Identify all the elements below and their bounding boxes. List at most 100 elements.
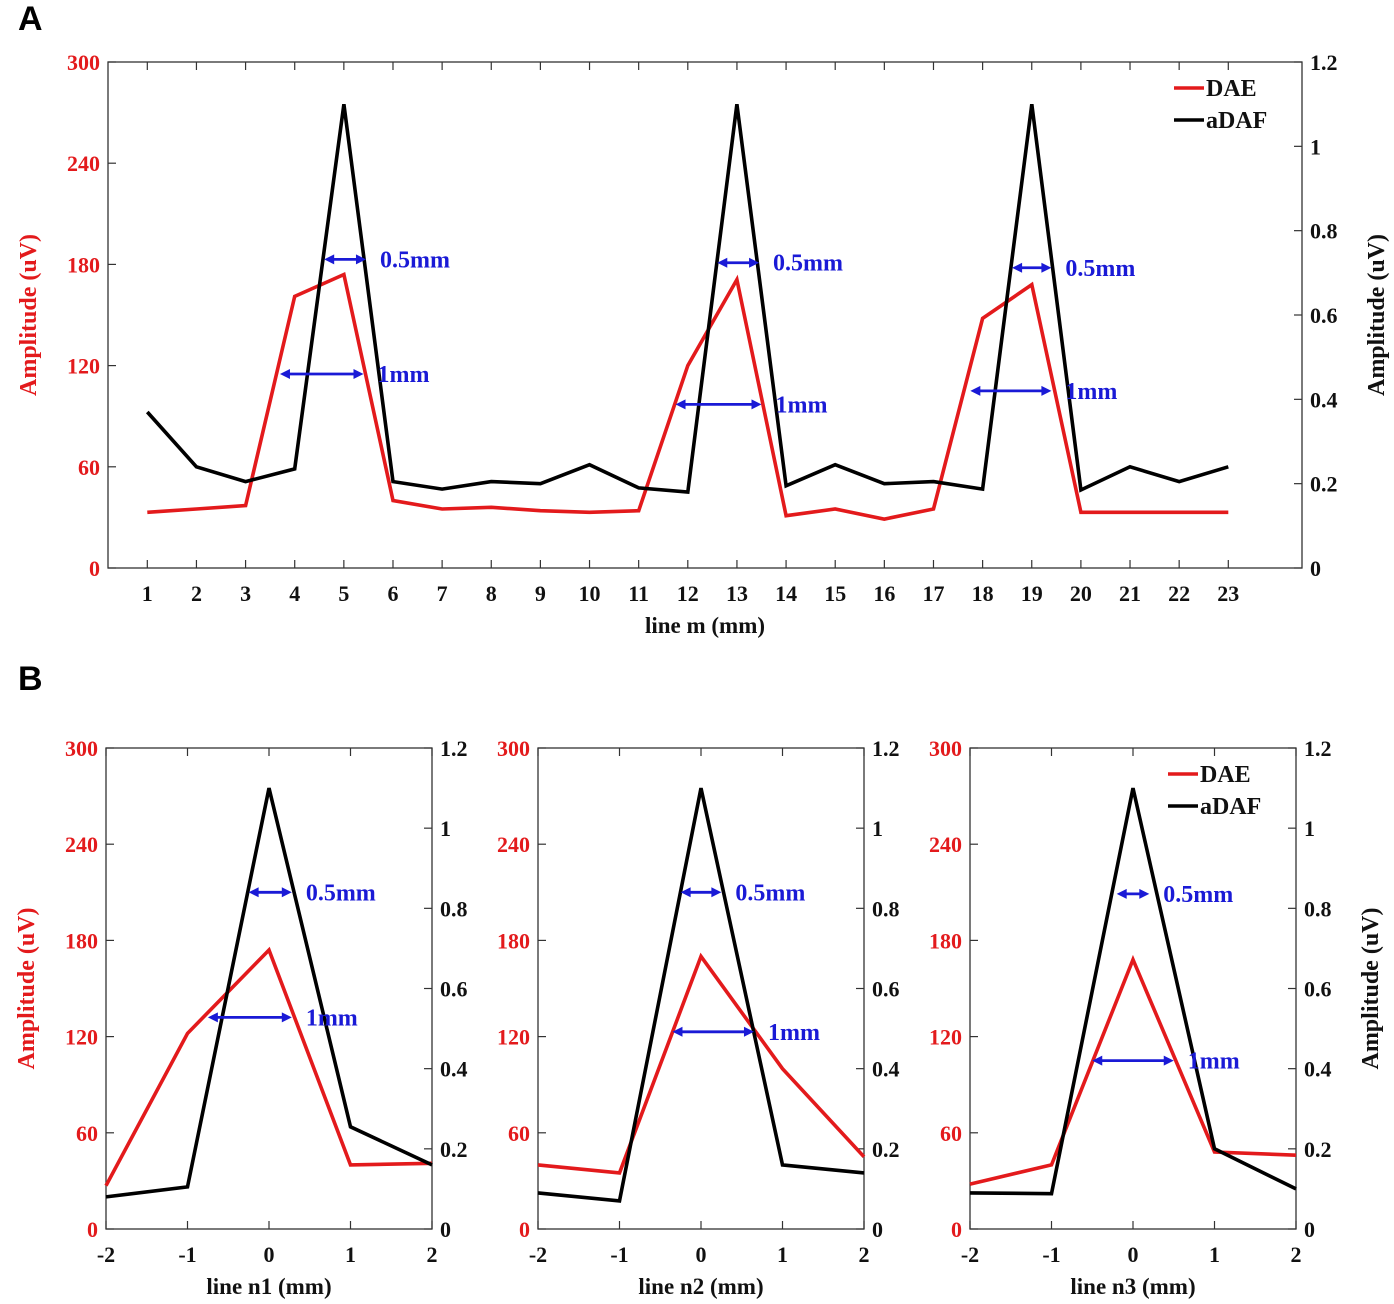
- y-left-tick-label: 300: [497, 736, 530, 761]
- y-right-tick-label: 1.2: [440, 736, 468, 761]
- y-right-tick-label: 0.2: [440, 1137, 468, 1162]
- annotation-label: 1mm: [378, 362, 430, 388]
- annotation-arrow-head-right: [355, 254, 366, 265]
- annotation-arrow-head-right: [749, 257, 760, 268]
- series-line-dae: [969, 954, 1297, 1186]
- x-axis-label: line n2 (mm): [638, 1274, 763, 1299]
- x-tick-label: 15: [824, 581, 846, 606]
- annotation-label: 0.5mm: [1065, 256, 1135, 282]
- y-right-tick-label: 1.2: [1304, 736, 1332, 761]
- y-right-axis-label: Amplitude (uV): [1364, 234, 1390, 396]
- annotation-arrow-head-right: [711, 887, 722, 898]
- width-annotation: 0.5mm: [248, 880, 376, 906]
- width-annotation: 0.5mm: [1116, 882, 1233, 908]
- annotation-arrow-head-left: [680, 887, 691, 898]
- annotation-arrow-head-left: [248, 887, 259, 898]
- y-left-tick-label: 60: [508, 1121, 530, 1146]
- annotation-label: 1mm: [768, 1020, 820, 1046]
- x-tick-label: 18: [972, 581, 994, 606]
- x-tick-label: 1: [1209, 1242, 1220, 1267]
- annotation-arrow-head-right: [281, 1012, 292, 1023]
- x-tick-label: -2: [529, 1242, 547, 1267]
- y-right-tick-label: 0.2: [1310, 472, 1338, 497]
- y-right-tick-label: 0.4: [1304, 1057, 1332, 1082]
- y-left-tick-label: 0: [89, 556, 100, 581]
- annotation-arrow-head-right: [1163, 1055, 1174, 1066]
- annotation-arrow-head-left: [1116, 888, 1127, 899]
- annotation-label: 0.5mm: [773, 251, 843, 277]
- x-axis-label: line n3 (mm): [1070, 1274, 1195, 1299]
- panel-letter-b: B: [18, 660, 43, 698]
- width-annotation: 0.5mm: [1012, 256, 1135, 282]
- annotation-arrow-head-right: [743, 1026, 754, 1037]
- annotation-arrow-head-left: [672, 1026, 683, 1037]
- x-tick-label: -1: [610, 1242, 628, 1267]
- y-left-axis-label: Amplitude (uV): [14, 907, 40, 1069]
- annotation-label: 0.5mm: [380, 247, 450, 273]
- annotation-label: 1mm: [1065, 379, 1117, 405]
- x-tick-label: 7: [437, 581, 448, 606]
- y-right-tick-label: 0: [440, 1217, 451, 1242]
- legend-label-dae: DAE: [1200, 762, 1251, 788]
- x-tick-label: 13: [726, 581, 748, 606]
- x-tick-label: -1: [1042, 1242, 1060, 1267]
- y-left-tick-label: 300: [65, 736, 98, 761]
- width-annotation: 0.5mm: [324, 247, 450, 273]
- x-tick-label: 6: [387, 581, 398, 606]
- y-right-tick-label: 1: [1310, 134, 1321, 159]
- series-line-dae: [147, 271, 1229, 521]
- y-left-tick-label: 120: [497, 1025, 530, 1050]
- annotation-arrow-head-left: [324, 254, 335, 265]
- y-left-tick-label: 180: [65, 928, 98, 953]
- y-right-tick-label: 1.2: [872, 736, 900, 761]
- annotation-label: 1mm: [1188, 1049, 1240, 1075]
- y-right-tick-label: 0.8: [1304, 896, 1332, 921]
- annotation-arrow-head-left: [675, 399, 686, 410]
- y-right-tick-label: 0.4: [440, 1057, 468, 1082]
- x-tick-label: 2: [1291, 1242, 1302, 1267]
- y-right-tick-label: 0.6: [872, 977, 900, 1002]
- annotation-arrow-head-left: [970, 385, 981, 396]
- y-left-tick-label: 180: [929, 928, 962, 953]
- y-right-tick-label: 0.8: [1310, 219, 1338, 244]
- x-tick-label: 12: [677, 581, 699, 606]
- legend-label-adaf: aDAF: [1200, 794, 1261, 820]
- y-left-tick-label: 0: [87, 1217, 98, 1242]
- width-annotation: 1mm: [279, 362, 430, 388]
- y-left-axis-label: Amplitude (uV): [16, 234, 42, 396]
- y-left-tick-label: 120: [65, 1025, 98, 1050]
- x-tick-label: 2: [191, 581, 202, 606]
- chart-b2: -2 -1 0 1 206012018024030000.20.40.60.811.2l…: [497, 736, 900, 1299]
- annotation-label: 0.5mm: [306, 880, 376, 906]
- y-right-tick-label: 0: [872, 1217, 883, 1242]
- annotation-arrow-head-right: [1041, 385, 1052, 396]
- y-right-tick-label: 0.6: [440, 977, 468, 1002]
- x-axis-label: line n1 (mm): [206, 1274, 331, 1299]
- x-tick-label: 9: [535, 581, 546, 606]
- annotation-arrow-head-left: [1012, 262, 1023, 273]
- x-tick-label: 1: [142, 581, 153, 606]
- x-tick-label: 4: [289, 581, 300, 606]
- x-tick-label: 8: [486, 581, 497, 606]
- x-tick-label: 19: [1021, 581, 1043, 606]
- y-left-tick-label: 180: [67, 252, 100, 277]
- annotation-arrow-head-left: [279, 369, 290, 380]
- plot-frame: [105, 747, 433, 1230]
- x-tick-label: 20: [1070, 581, 1092, 606]
- y-right-tick-label: 1.2: [1310, 50, 1338, 75]
- x-tick-label: 1: [345, 1242, 356, 1267]
- y-left-tick-label: 60: [940, 1121, 962, 1146]
- x-tick-label: 1: [777, 1242, 788, 1267]
- y-right-tick-label: 1: [1304, 816, 1315, 841]
- x-tick-label: 2: [859, 1242, 870, 1267]
- y-left-tick-label: 300: [67, 50, 100, 75]
- y-left-tick-label: 0: [951, 1217, 962, 1242]
- width-annotation: 0.5mm: [717, 251, 843, 277]
- x-tick-label: 0: [1128, 1242, 1139, 1267]
- y-right-tick-label: 0.4: [872, 1057, 900, 1082]
- legend-label-dae: DAE: [1206, 76, 1257, 102]
- annotation-arrow-head-left: [717, 257, 728, 268]
- panel-letter-a: A: [18, 0, 43, 38]
- y-right-tick-label: 0: [1310, 556, 1321, 581]
